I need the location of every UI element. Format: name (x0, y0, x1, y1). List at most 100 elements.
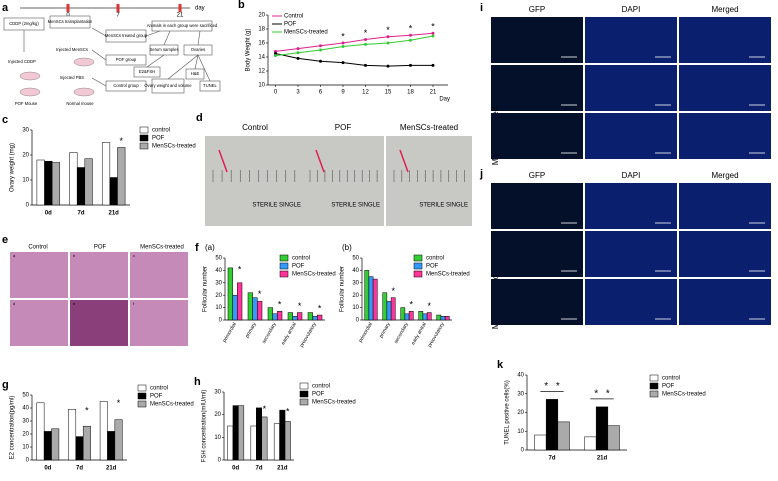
legend-swatch (649, 374, 659, 382)
arrow (315, 149, 325, 173)
point (431, 31, 435, 35)
legend-swatch (139, 126, 149, 134)
bar (82, 425, 91, 461)
mouse-icon (19, 87, 41, 97)
bar (400, 307, 406, 321)
point (319, 44, 322, 48)
fluor-image (679, 113, 771, 159)
timeline-mark: 7 (116, 13, 120, 19)
micrograph (10, 300, 68, 346)
legend-label: POF (312, 392, 325, 398)
point (319, 48, 322, 52)
x-tick-label: 7d (255, 466, 262, 472)
bar (36, 402, 45, 461)
micro-header: MenSCs-treated (140, 245, 184, 251)
y-tick-label: 20 (258, 13, 265, 19)
flow-text: Animals in each group were sacrificed (147, 23, 218, 28)
fluor-image (491, 183, 583, 229)
fluor-image (679, 279, 771, 325)
grid-header: DAPI (622, 5, 641, 14)
flow-text: Injected PBS (60, 75, 84, 80)
grid-header: DAPI (622, 171, 641, 180)
micro-letter: c (133, 253, 135, 258)
x-tick-label: 21d (106, 466, 117, 472)
significance: * (341, 31, 345, 41)
point (274, 49, 277, 53)
flow-text: H&E (191, 71, 200, 76)
legend-swatch (413, 254, 423, 262)
flow-text: TUNEL (203, 83, 217, 88)
legend-label: POF (284, 22, 297, 28)
legend-swatch (139, 142, 149, 150)
photo-header: POF (335, 123, 352, 132)
fluor-image (585, 183, 677, 229)
bar (297, 312, 303, 321)
y-axis-label: Body Weight (g) (246, 29, 252, 72)
chart-title: (b) (342, 243, 352, 252)
bar (109, 177, 118, 206)
timeline-marker (66, 4, 70, 12)
bar (534, 434, 547, 451)
point (274, 52, 277, 55)
legend-label: POF (152, 136, 165, 142)
photo-text: STERILE SINGLE (331, 203, 380, 209)
grid-header: GFP (529, 5, 545, 14)
series-line (275, 53, 433, 67)
flow-text: MenSCs transplantation (48, 19, 93, 24)
fluor-image (491, 65, 583, 111)
legend-label: POF (150, 394, 163, 400)
x-tick-label: early antral (410, 322, 428, 346)
bar (69, 152, 78, 206)
legend-label: MenSCs-treated (284, 30, 328, 36)
bar (107, 431, 116, 461)
photo-header: MenSCs-treated (400, 123, 458, 132)
bar (75, 436, 84, 461)
flow-arrow (197, 30, 201, 46)
y-tick-label: 20 (22, 153, 29, 159)
bar (273, 423, 280, 461)
micro-letter: e (73, 301, 76, 306)
bar (444, 316, 450, 321)
flow-box (49, 15, 91, 29)
flow-text: Serum samples (149, 47, 178, 52)
legend-swatch (299, 382, 309, 390)
x-tick-label: 7d (76, 466, 83, 472)
y-tick-label: 30 (22, 419, 29, 425)
bar (68, 409, 77, 461)
y-tick-label: 10 (22, 445, 29, 451)
x-tick-label: 7d (77, 211, 84, 217)
micro-letter: a (13, 253, 16, 258)
x-tick-label: 21d (108, 211, 119, 217)
y-tick-label: 40 (517, 373, 524, 379)
micro-letter: d (13, 301, 15, 306)
y-tick-label: 0 (26, 203, 30, 209)
significance: * (409, 300, 413, 310)
point (296, 47, 300, 51)
legend-label: MenSCs-treated (150, 402, 194, 408)
flow-arrow (197, 54, 211, 82)
bar (257, 301, 263, 321)
y-tick-label: 30 (215, 280, 222, 286)
y-tick-label: 0 (219, 318, 223, 324)
grid-header: GFP (529, 171, 545, 180)
timeline-mark: 21 (177, 13, 184, 19)
panel-label: f (195, 242, 199, 254)
legend-label: control (662, 376, 680, 382)
bar (418, 311, 424, 321)
fluor-image (679, 17, 771, 63)
panel-label: b (238, 0, 245, 11)
flow-arrow (91, 49, 107, 61)
x-tick-label: primary (378, 321, 392, 339)
bar (390, 297, 396, 321)
panel-label: g (2, 379, 9, 391)
y-tick-label: 30 (517, 391, 524, 397)
x-tick-label: 0 (274, 90, 278, 96)
bar (247, 292, 253, 321)
bar (44, 161, 53, 206)
x-tick-label: 15 (385, 90, 392, 96)
x-tick-label: 18 (407, 90, 414, 96)
y-axis-label: Follicular number (340, 266, 346, 312)
bar (250, 425, 257, 461)
point (409, 38, 412, 42)
legend-label: MenSCs-treated (426, 272, 470, 278)
